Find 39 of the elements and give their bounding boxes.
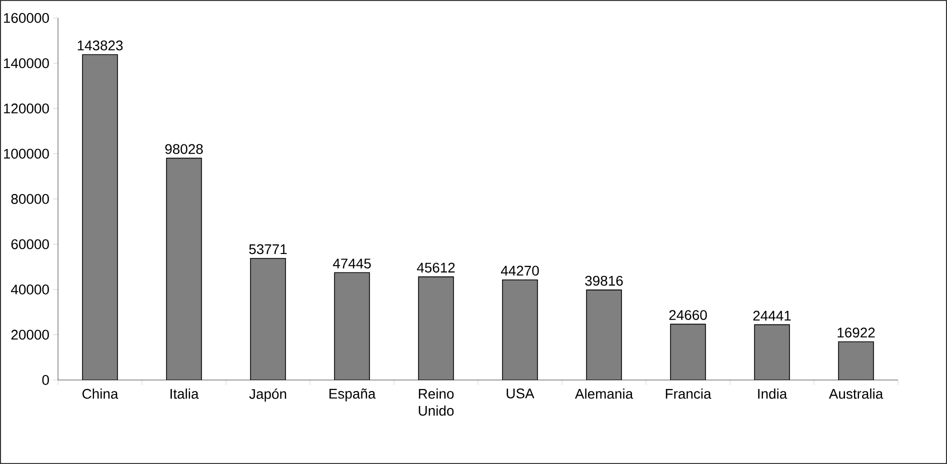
x-tick-label: China: [82, 388, 118, 399]
x-tick-label: USA: [506, 388, 534, 398]
bar: [82, 54, 118, 380]
data-label: 44270: [500, 266, 539, 276]
x-tick-label: Francia: [666, 388, 712, 399]
bar: [754, 324, 790, 380]
y-tick-label: 140000: [4, 58, 49, 68]
x-tick-label: Australia: [828, 388, 884, 399]
y-tick-label: 20000: [11, 330, 49, 340]
bar: [670, 324, 706, 380]
y-tick-label: 60000: [11, 239, 49, 250]
bar: [166, 158, 202, 380]
x-tick-label: India: [758, 388, 788, 399]
x-tick-label: Reino Unido: [418, 388, 454, 416]
data-label: 47445: [332, 258, 371, 268]
bar: [502, 279, 538, 380]
bar: [586, 290, 622, 380]
data-label: 45612: [416, 262, 455, 273]
y-tick-label: 40000: [11, 284, 49, 294]
y-tick-label: 80000: [11, 194, 49, 204]
data-label: 98028: [165, 144, 203, 154]
data-label: 53771: [249, 244, 287, 254]
x-tick-label: Italia: [170, 388, 199, 399]
y-tick-label: 0: [42, 375, 49, 385]
x-tick-label: España: [329, 388, 376, 402]
bar: [250, 258, 286, 380]
data-label: 24441: [753, 310, 791, 320]
x-tick-label: Alemania: [574, 388, 634, 399]
y-tick-label: 100000: [4, 148, 49, 159]
data-label: 143823: [78, 40, 123, 50]
bar: [334, 272, 370, 380]
y-tick-label: 120000: [4, 104, 49, 114]
x-tick-label: Japón: [249, 388, 286, 402]
y-tick-label: 160000: [4, 13, 49, 23]
bar: [418, 276, 454, 380]
data-label: 24660: [669, 310, 707, 320]
bar: [838, 341, 874, 380]
data-label: 39816: [585, 276, 623, 286]
data-label: 16922: [838, 328, 875, 338]
